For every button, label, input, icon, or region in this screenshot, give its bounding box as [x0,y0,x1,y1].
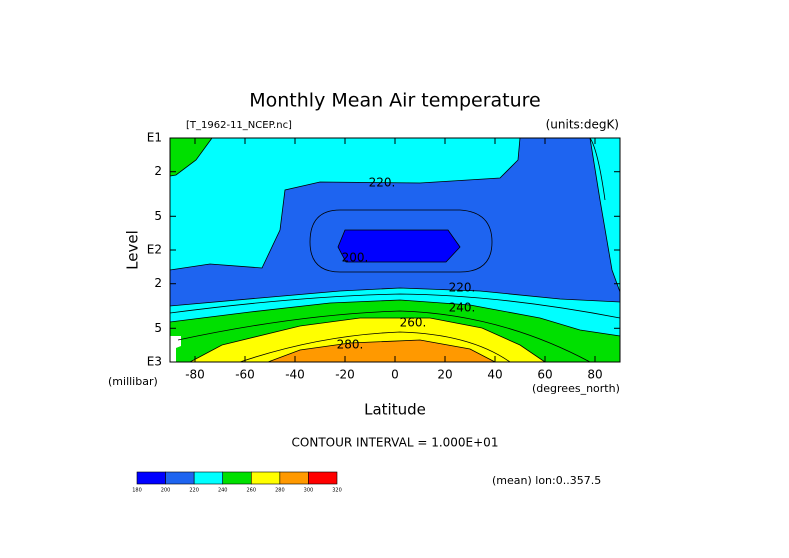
chart-title: Monthly Mean Air temperature [249,90,540,112]
note: (mean) lon:0..357.5 [492,474,601,487]
x-tick-label: 80 [587,368,602,382]
colorbar-label: 180 [132,488,142,494]
colorbar-swatch [165,471,195,485]
colorbar-label: 260 [247,488,257,494]
colorbar-label: 280 [275,488,285,494]
colorbar-swatch [250,471,281,485]
x-axis-label: Latitude [364,401,426,419]
missing [169,336,181,363]
contour-band [169,137,621,307]
contour-label: 240. [449,301,476,315]
x-tick-label: -20 [335,368,355,382]
colorbar-label: 300 [304,488,314,494]
contour-label: 200. [342,251,369,265]
x-tick-label: 40 [487,368,502,382]
contour-label: 220. [369,176,396,190]
y-axis-label: Level [124,230,142,270]
y-tick-label: 2 [154,276,162,290]
contour-label: 220. [449,281,476,295]
colorbar-swatch [222,471,252,485]
contour-label: 260. [400,316,427,330]
x-tick-label: 20 [437,368,452,382]
colorbar-label: 320 [332,488,342,494]
units-label: (units:degK) [546,118,619,132]
y-tick-label: 2 [154,164,162,178]
x-unit: (degrees_north) [532,382,620,395]
x-tick-label: -60 [235,368,255,382]
colorbar-swatch [308,471,338,485]
contour-line [239,331,511,363]
colorbar-swatch [136,471,166,485]
y-tick-label: 5 [154,321,162,335]
y-unit: (millibar) [108,375,158,388]
contour-interval: CONTOUR INTERVAL = 1.000E+01 [292,436,499,450]
y-tick-label: E2 [147,243,162,257]
colorbar-swatch [193,471,224,485]
y-tick-label: E1 [147,131,162,145]
x-tick-label: 60 [537,368,552,382]
contour-label: 280. [337,338,364,352]
colorbar-label: 240 [218,488,228,494]
contour-line [177,310,591,363]
colorbar-label: 220 [189,488,199,494]
file-label: [T_1962-11_NCEP.nc] [186,120,292,131]
contour-line [309,209,493,273]
contour-line [169,293,621,319]
x-tick-label: -40 [285,368,305,382]
x-tick-label: 0 [391,368,399,382]
colorbar-label: 200 [161,488,171,494]
y-tick-label: 5 [154,209,162,223]
y-tick-label: E3 [147,355,162,369]
colorbar-swatch [279,471,309,485]
contour-line [589,137,606,201]
x-tick-label: -80 [185,368,205,382]
contour-band [337,229,461,263]
